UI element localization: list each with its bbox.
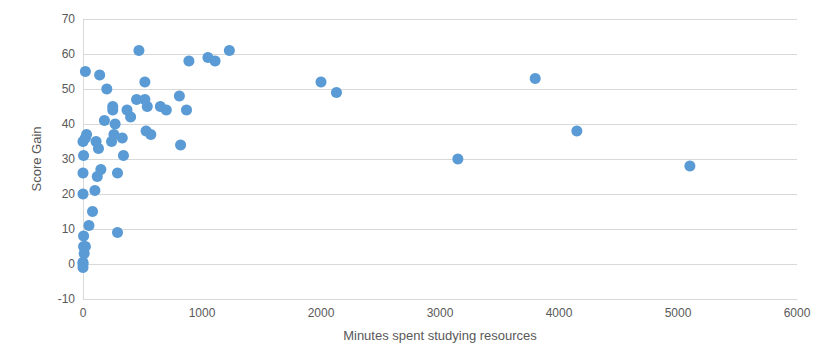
- svg-text:4000: 4000: [546, 306, 573, 320]
- svg-text:40: 40: [62, 117, 76, 131]
- svg-text:10: 10: [62, 222, 76, 236]
- svg-text:Minutes spent studying resourc: Minutes spent studying resources: [343, 328, 537, 343]
- svg-text:2000: 2000: [308, 306, 335, 320]
- svg-text:30: 30: [62, 152, 76, 166]
- svg-text:0: 0: [80, 306, 87, 320]
- svg-text:70: 70: [62, 12, 76, 26]
- svg-text:1000: 1000: [189, 306, 216, 320]
- svg-text:20: 20: [62, 187, 76, 201]
- svg-text:60: 60: [62, 47, 76, 61]
- svg-text:6000: 6000: [784, 306, 811, 320]
- svg-text:50: 50: [62, 82, 76, 96]
- svg-text:-10: -10: [58, 292, 76, 306]
- svg-text:Score Gain: Score Gain: [29, 126, 44, 191]
- svg-text:0: 0: [68, 257, 75, 271]
- svg-text:3000: 3000: [427, 306, 454, 320]
- svg-text:5000: 5000: [665, 306, 692, 320]
